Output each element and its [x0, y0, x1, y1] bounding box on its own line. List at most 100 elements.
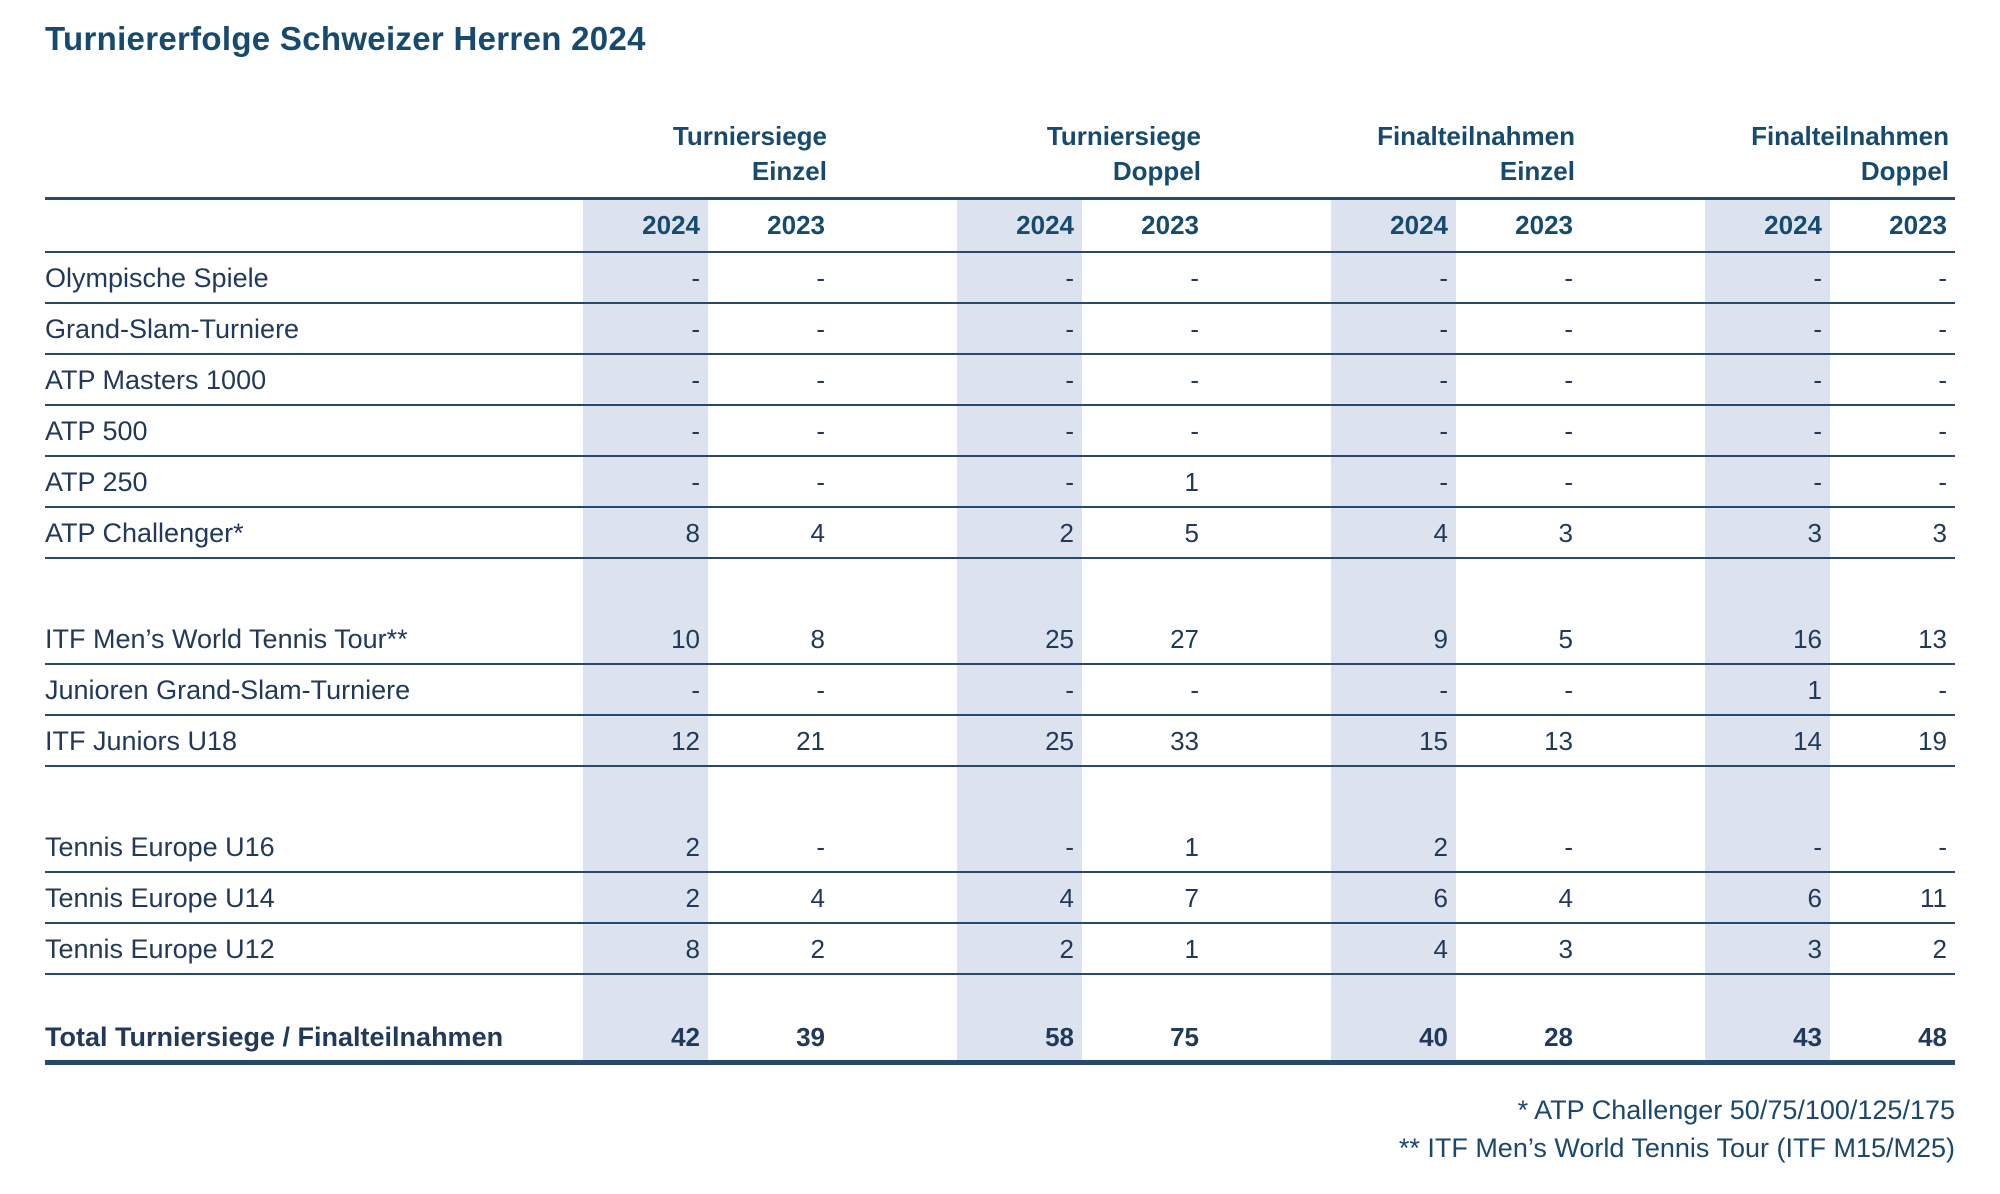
shaded-spacer-cell [1331, 559, 1456, 614]
value-cell: 5 [1558, 624, 1573, 654]
value-cell: 14 [1705, 716, 1830, 765]
value-cell: 1 [1184, 467, 1199, 497]
group-title: Turniersiege [1046, 121, 1201, 151]
value-cell: 4 [1331, 508, 1456, 557]
table-row: ATP 250 - - - 1 - - - - [45, 457, 1955, 508]
group-title: Finalteilnahmen [1377, 121, 1575, 151]
year-header-2023: 2023 [1889, 210, 1947, 240]
value-cell: 40 [1331, 1013, 1456, 1060]
group-title: Finalteilnahmen [1751, 121, 1949, 151]
row-label: ATP 500 [45, 416, 148, 446]
value-cell: 3 [1558, 934, 1573, 964]
value-cell: - [816, 263, 825, 293]
year-header-spacer [45, 200, 583, 251]
value-cell: 43 [1705, 1013, 1830, 1060]
value-cell: 11 [1920, 883, 1947, 913]
year-header-2023: 2023 [1515, 210, 1573, 240]
shaded-spacer-cell [1331, 975, 1456, 1013]
group-subtitle: Doppel [1860, 156, 1949, 186]
value-cell: 21 [796, 726, 825, 756]
shaded-spacer-cell [1331, 767, 1456, 822]
year-header-row: 2024 2023 2024 2023 2024 2023 2024 2023 [45, 200, 1955, 253]
row-label: Total Turniersiege / Finalteilnahmen [45, 1022, 504, 1052]
value-cell: - [1190, 365, 1199, 395]
value-cell: - [1564, 675, 1573, 705]
value-cell: 4 [1558, 883, 1573, 913]
value-cell: - [816, 416, 825, 446]
year-header-2024: 2024 [1331, 200, 1456, 251]
value-cell: 7 [1184, 883, 1199, 913]
value-cell: 3 [1705, 924, 1830, 973]
shaded-spacer-cell [957, 767, 1082, 822]
group-subtitle: Einzel [751, 156, 827, 186]
row-label: Olympische Spiele [45, 263, 269, 293]
value-cell: 10 [583, 614, 708, 663]
group-header-finalteilnahmen-einzel: Finalteilnahmen Einzel [1331, 119, 1581, 197]
value-cell: 6 [1331, 873, 1456, 922]
row-label: Tennis Europe U16 [45, 832, 275, 862]
value-cell: - [1938, 263, 1947, 293]
table-row: Tennis Europe U14 2 4 4 7 6 4 6 11 [45, 873, 1955, 924]
value-cell: 5 [1184, 518, 1199, 548]
table-row: Olympische Spiele - - - - - - - - [45, 253, 1955, 304]
value-cell: - [1564, 263, 1573, 293]
value-cell: 8 [583, 508, 708, 557]
year-header-2023: 2023 [767, 210, 825, 240]
value-cell: - [957, 355, 1082, 404]
value-cell: 2 [957, 508, 1082, 557]
value-cell: 48 [1918, 1022, 1947, 1052]
value-cell: - [1331, 253, 1456, 302]
group-title: Turniersiege [672, 121, 827, 151]
value-cell: 28 [1544, 1022, 1573, 1052]
value-cell: 3 [1932, 518, 1947, 548]
table-row: ITF Men’s World Tennis Tour** 10 8 25 27 9 5 16… [45, 614, 1955, 665]
results-table: Turniersiege Einzel Turniersiege Doppel … [45, 104, 1955, 1065]
value-cell: 16 [1705, 614, 1830, 663]
row-label: Tennis Europe U12 [45, 934, 275, 964]
table-row: ATP Masters 1000 - - - - - - - - [45, 355, 1955, 406]
value-cell: 4 [810, 518, 825, 548]
row-label: Junioren Grand-Slam-Turniere [45, 675, 411, 705]
value-cell: - [1331, 665, 1456, 714]
value-cell: - [1564, 467, 1573, 497]
table-row: ATP 500 - - - - - - - - [45, 406, 1955, 457]
footnote-itf-world-tennis-tour: ** ITF Men’s World Tennis Tour (ITF M15/… [1398, 1133, 1955, 1163]
value-cell: 13 [1918, 624, 1947, 654]
value-cell: 8 [810, 624, 825, 654]
value-cell: - [1938, 416, 1947, 446]
spacer-row [45, 767, 1955, 822]
row-label: Grand-Slam-Turniere [45, 314, 300, 344]
value-cell: - [583, 253, 708, 302]
value-cell: - [816, 675, 825, 705]
value-cell: 2 [583, 873, 708, 922]
value-cell: 8 [583, 924, 708, 973]
value-cell: - [957, 457, 1082, 506]
page-title: Turniererfolge Schweizer Herren 2024 [45, 20, 646, 57]
row-label: ITF Men’s World Tennis Tour** [45, 624, 408, 654]
value-cell: 15 [1331, 716, 1456, 765]
value-cell: - [1705, 457, 1830, 506]
table-row: ATP Challenger* 8 4 2 5 4 3 3 3 [45, 508, 1955, 559]
footnotes: * ATP Challenger 50/75/100/125/175 ** IT… [45, 1091, 1955, 1167]
value-cell: - [1705, 406, 1830, 455]
group-header-turniersiege-doppel: Turniersiege Doppel [957, 119, 1207, 197]
row-label: ATP Masters 1000 [45, 365, 267, 395]
value-cell: - [1938, 832, 1947, 862]
value-cell: 4 [957, 873, 1082, 922]
value-cell: 12 [583, 716, 708, 765]
shaded-spacer-cell [1705, 559, 1830, 614]
year-header-2024: 2024 [583, 200, 708, 251]
value-cell: 27 [1170, 624, 1199, 654]
value-cell: - [957, 665, 1082, 714]
value-cell: - [1564, 832, 1573, 862]
year-header-2024: 2024 [1705, 200, 1830, 251]
value-cell: 25 [957, 716, 1082, 765]
value-cell: 6 [1705, 873, 1830, 922]
value-cell: 13 [1544, 726, 1573, 756]
value-cell: - [1938, 675, 1947, 705]
group-subtitle: Doppel [1112, 156, 1201, 186]
value-cell: - [1190, 263, 1199, 293]
row-label: ATP Challenger* [45, 518, 244, 548]
value-cell: - [957, 304, 1082, 353]
